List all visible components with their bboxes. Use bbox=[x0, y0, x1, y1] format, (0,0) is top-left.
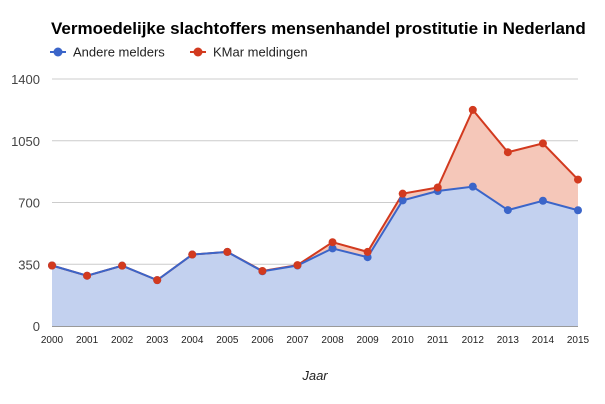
x-tick-label: 2003 bbox=[146, 335, 169, 346]
y-axis-ticks: 0 350 700 1050 1400 bbox=[11, 72, 40, 334]
legend-label: KMar meldingen bbox=[213, 45, 308, 60]
line-andere-melders bbox=[51, 185, 579, 282]
point-andere-melders bbox=[503, 206, 512, 215]
legend-item-andere-melders[interactable]: Andere melders bbox=[50, 45, 165, 60]
point-andere-melders bbox=[398, 196, 407, 205]
point-kmar-meldingen bbox=[574, 175, 582, 184]
point-kmar-meldingen bbox=[468, 105, 477, 114]
point-kmar-meldingen bbox=[118, 261, 127, 270]
point-kmar-meldingen bbox=[83, 271, 92, 280]
point-kmar-meldingen bbox=[188, 250, 197, 259]
x-tick-label: 2010 bbox=[392, 335, 415, 346]
x-tick-label: 2004 bbox=[181, 335, 204, 346]
y-tick-label: 1400 bbox=[11, 72, 40, 87]
x-tick-label: 2006 bbox=[251, 335, 274, 346]
legend-marker bbox=[193, 47, 203, 57]
x-tick-label: 2008 bbox=[321, 335, 344, 346]
point-kmar-meldingen bbox=[258, 266, 267, 275]
x-tick-label: 2001 bbox=[76, 335, 99, 346]
x-axis-label: Jaar bbox=[301, 368, 328, 383]
point-kmar-meldingen bbox=[293, 261, 302, 270]
series-areas bbox=[52, 109, 578, 326]
point-andere-melders bbox=[328, 244, 337, 253]
point-andere-melders bbox=[538, 196, 547, 205]
y-tick-label: 350 bbox=[18, 257, 40, 272]
x-tick-label: 2000 bbox=[41, 335, 64, 346]
x-tick-label: 2005 bbox=[216, 335, 239, 346]
x-tick-label: 2015 bbox=[567, 335, 590, 346]
point-kmar-meldingen bbox=[503, 148, 512, 157]
x-tick-label: 2012 bbox=[462, 335, 485, 346]
chart-title: Vermoedelijke slachtoffers mensenhandel … bbox=[51, 19, 586, 38]
area-andere-melders bbox=[52, 186, 578, 326]
x-axis-ticks: 2000 2001 2002 2003 2004 2005 2006 2007 2008 2009… bbox=[41, 335, 590, 346]
y-tick-label: 1050 bbox=[11, 134, 40, 149]
legend-marker bbox=[53, 47, 63, 57]
x-tick-label: 2002 bbox=[111, 335, 134, 346]
y-tick-label: 0 bbox=[33, 319, 40, 334]
point-kmar-meldingen bbox=[223, 247, 232, 256]
x-tick-label: 2009 bbox=[356, 335, 379, 346]
point-kmar-meldingen bbox=[48, 261, 56, 270]
point-andere-melders bbox=[468, 182, 477, 191]
point-kmar-meldingen bbox=[328, 238, 337, 247]
y-tick-label: 700 bbox=[18, 196, 40, 211]
legend: Andere melders KMar meldingen bbox=[50, 45, 308, 60]
series-lines bbox=[51, 108, 579, 282]
x-tick-label: 2013 bbox=[497, 335, 520, 346]
point-kmar-meldingen bbox=[433, 183, 442, 192]
point-kmar-meldingen bbox=[538, 139, 547, 148]
x-tick-label: 2011 bbox=[427, 335, 449, 346]
point-andere-melders bbox=[574, 206, 582, 215]
x-tick-label: 2007 bbox=[286, 335, 309, 346]
legend-item-kmar-meldingen[interactable]: KMar meldingen bbox=[190, 45, 308, 60]
series-points bbox=[48, 105, 582, 285]
point-kmar-meldingen bbox=[363, 247, 372, 256]
legend-label: Andere melders bbox=[73, 45, 165, 60]
point-kmar-meldingen bbox=[398, 189, 407, 198]
point-kmar-meldingen bbox=[153, 276, 162, 285]
x-tick-label: 2014 bbox=[532, 335, 555, 346]
